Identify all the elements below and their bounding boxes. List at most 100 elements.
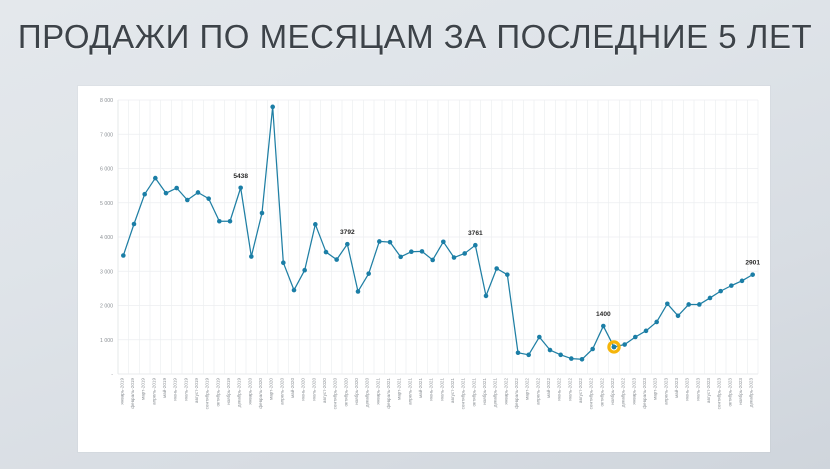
data-point[interactable] [313, 222, 318, 227]
svg-text:март-2021: март-2021 [397, 378, 402, 400]
data-point[interactable] [494, 266, 499, 271]
svg-text:август-2019: август-2019 [194, 378, 199, 404]
data-point[interactable] [622, 342, 627, 347]
data-point[interactable] [185, 197, 190, 203]
data-point[interactable] [323, 249, 329, 255]
data-point[interactable] [569, 356, 574, 361]
data-point[interactable] [206, 196, 211, 201]
svg-text:август-2021: август-2021 [450, 378, 455, 404]
svg-text:2 000: 2 000 [100, 304, 113, 310]
svg-text:июнь-2019: июнь-2019 [173, 378, 178, 401]
data-point[interactable] [249, 254, 254, 259]
data-point[interactable] [121, 253, 126, 258]
data-point[interactable] [430, 257, 435, 263]
data-point[interactable] [163, 190, 169, 196]
data-point[interactable] [473, 242, 478, 248]
data-point[interactable] [537, 334, 542, 340]
data-point[interactable] [707, 295, 713, 301]
svg-text:3 000: 3 000 [100, 269, 113, 275]
data-point[interactable] [643, 328, 649, 334]
data-point[interactable] [153, 175, 158, 181]
data-point[interactable] [355, 289, 361, 294]
data-label: 1400 [596, 311, 611, 318]
svg-text:март-2023: март-2023 [653, 378, 658, 400]
data-point[interactable] [718, 288, 723, 294]
data-point[interactable] [451, 255, 457, 260]
data-point[interactable] [377, 239, 382, 244]
svg-text:октябрь-2020: октябрь-2020 [343, 378, 348, 407]
data-point[interactable] [483, 293, 489, 299]
svg-text:октябрь-2022: октябрь-2022 [599, 378, 604, 407]
svg-text:июнь-2020: июнь-2020 [301, 378, 306, 401]
data-point[interactable] [291, 287, 297, 293]
data-point[interactable] [633, 334, 638, 340]
x-axis-labels: январь-2019 февраль-2019 март-2019 апрель-2… [119, 378, 753, 410]
data-point[interactable] [729, 283, 734, 288]
data-point[interactable] [334, 257, 339, 262]
data-point[interactable] [558, 352, 563, 358]
data-point[interactable] [601, 323, 606, 329]
svg-text:январь-2019: январь-2019 [119, 378, 124, 405]
data-point[interactable] [750, 272, 755, 277]
data-point[interactable] [739, 278, 745, 284]
svg-text:январь-2020: январь-2020 [247, 378, 252, 405]
data-points[interactable] [121, 104, 755, 362]
svg-text:апрель-2023: апрель-2023 [663, 378, 668, 405]
y-axis-labels: - 1 000 2 000 3 000 4 000 5 000 6 000 7 000 8 00… [100, 98, 113, 378]
data-point[interactable] [345, 241, 350, 247]
data-point[interactable] [654, 319, 659, 325]
svg-text:5 000: 5 000 [100, 201, 113, 207]
data-point[interactable] [281, 260, 286, 265]
data-point[interactable] [259, 210, 265, 216]
data-point[interactable] [526, 352, 531, 358]
data-point[interactable] [409, 249, 414, 255]
data-point[interactable] [462, 251, 467, 256]
data-label: 3792 [340, 229, 355, 236]
vertical-gridlines [117, 100, 759, 374]
svg-text:ноябрь-2021: ноябрь-2021 [482, 378, 487, 405]
svg-text:август-2023: август-2023 [706, 378, 711, 404]
svg-text:август-2020: август-2020 [322, 378, 327, 404]
data-point[interactable] [398, 254, 403, 260]
data-point[interactable] [686, 302, 691, 307]
data-point[interactable] [419, 249, 425, 254]
data-point[interactable] [217, 218, 222, 224]
svg-text:июль-2022: июль-2022 [567, 378, 572, 401]
svg-text:ноябрь-2019: ноябрь-2019 [226, 378, 231, 405]
svg-text:март-2020: март-2020 [269, 378, 274, 400]
highlighted-point-marker[interactable] [607, 340, 621, 354]
data-point[interactable] [142, 191, 147, 197]
data-point[interactable] [590, 346, 595, 352]
svg-text:декабрь-2019: декабрь-2019 [237, 378, 242, 408]
svg-text:декабрь-2022: декабрь-2022 [621, 378, 626, 408]
svg-text:сентябрь-2021: сентябрь-2021 [461, 378, 466, 410]
data-point[interactable] [697, 302, 702, 307]
svg-text:декабрь-2020: декабрь-2020 [365, 378, 370, 408]
data-point[interactable] [195, 190, 201, 195]
data-point[interactable] [131, 221, 137, 227]
chart-svg[interactable]: - 1 000 2 000 3 000 4 000 5 000 6 000 7 000 8 00… [78, 86, 770, 452]
svg-text:сентябрь-2020: сентябрь-2020 [333, 378, 338, 410]
svg-text:4 000: 4 000 [100, 235, 113, 241]
data-point[interactable] [227, 218, 233, 224]
svg-text:апрель-2019: апрель-2019 [151, 378, 156, 405]
data-point[interactable] [366, 271, 371, 276]
svg-text:май-2022: май-2022 [545, 378, 551, 398]
data-point[interactable] [174, 185, 179, 191]
data-point[interactable] [238, 185, 243, 191]
data-point[interactable] [665, 301, 670, 307]
data-point[interactable] [387, 239, 393, 245]
svg-text:август-2022: август-2022 [578, 378, 583, 404]
line-chart[interactable]: - 1 000 2 000 3 000 4 000 5 000 6 000 7 000 8 00… [78, 86, 770, 452]
data-point[interactable] [270, 104, 275, 110]
data-point[interactable] [302, 267, 307, 273]
data-label: 5438 [233, 173, 248, 180]
data-point[interactable] [675, 313, 681, 319]
data-point[interactable] [505, 272, 510, 277]
data-point[interactable] [441, 239, 446, 245]
data-point[interactable] [579, 356, 585, 362]
data-point[interactable] [515, 350, 521, 356]
data-point[interactable] [547, 347, 553, 353]
svg-text:ноябрь-2020: ноябрь-2020 [354, 378, 359, 405]
